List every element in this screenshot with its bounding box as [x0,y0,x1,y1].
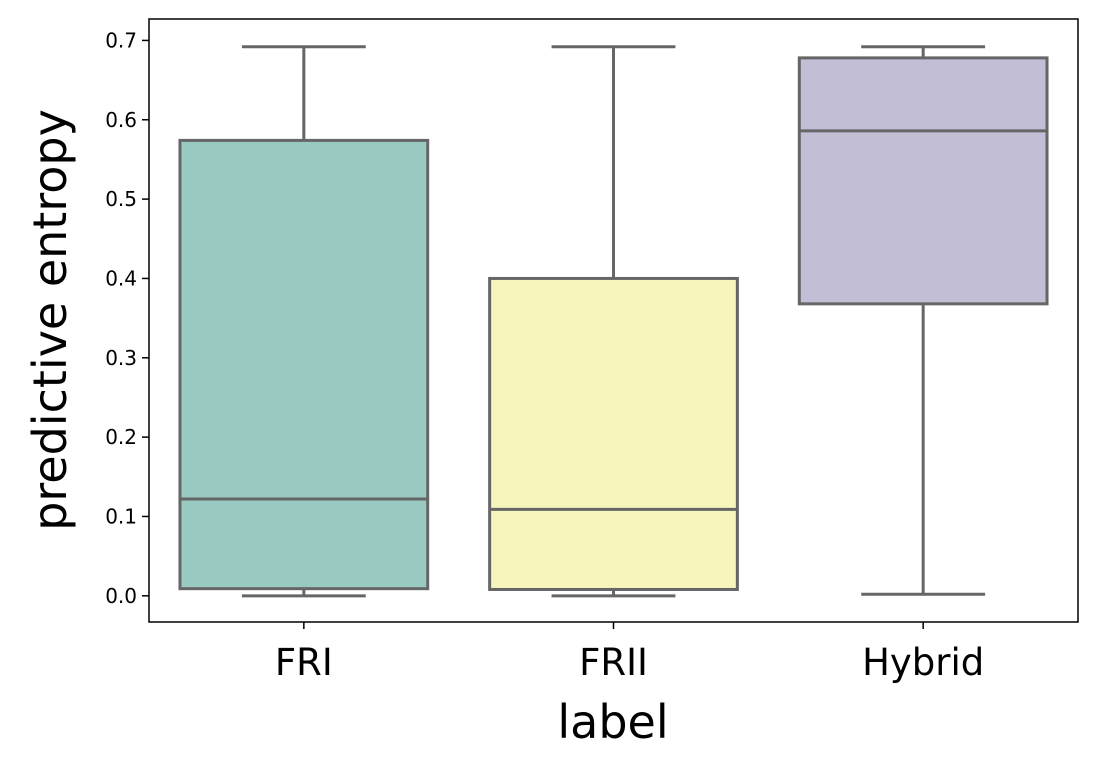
y-tick-label: 0.2 [105,425,137,449]
box-frii [488,45,739,598]
boxes-layer [178,45,1049,598]
x-category-label: Hybrid [862,641,984,684]
y-tick-label: 0.6 [105,108,137,132]
box-fri [178,45,430,598]
y-tick-label: 0.5 [105,187,137,211]
y-tick-label: 0.4 [105,266,137,290]
iqr-box [178,138,430,591]
plot-frame [148,18,1079,623]
y-axis: 0.0 0.1 0.2 0.3 0.4 0.5 0.6 0.7 [105,28,149,608]
x-axis: FRI FRII Hybrid [275,622,984,684]
iqr-box [797,56,1049,306]
x-category-label: FRII [579,641,648,684]
x-axis-title: label [557,695,668,749]
iqr-box [488,276,739,591]
box-hybrid [797,45,1049,596]
y-axis-title: predictive entropy [23,109,77,531]
y-tick-label: 0.3 [105,346,137,370]
y-tick-label: 0.7 [105,28,137,52]
y-tick-label: 0.1 [105,504,137,528]
y-tick-label: 0.0 [105,584,137,608]
x-category-label: FRI [275,641,333,684]
